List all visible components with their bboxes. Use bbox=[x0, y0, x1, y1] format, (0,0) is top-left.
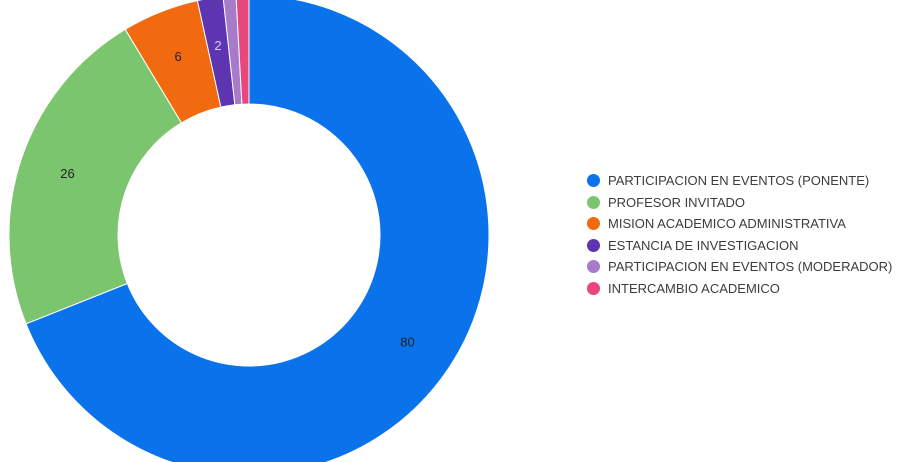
legend-item-participacion-en-eventos-ponente[interactable]: PARTICIPACION EN EVENTOS (PONENTE) bbox=[587, 170, 892, 192]
legend-item-mision-academico-administrativa[interactable]: MISION ACADEMICO ADMINISTRATIVA bbox=[587, 213, 892, 235]
slice-participacion-en-eventos-ponente[interactable] bbox=[25, 0, 490, 462]
legend-label: MISION ACADEMICO ADMINISTRATIVA bbox=[608, 216, 846, 232]
legend-item-profesor-invitado[interactable]: PROFESOR INVITADO bbox=[587, 192, 892, 214]
legend-label: PROFESOR INVITADO bbox=[608, 194, 745, 210]
legend-item-participacion-en-eventos-moderador[interactable]: PARTICIPACION EN EVENTOS (MODERADOR) bbox=[587, 256, 892, 278]
data-label-estancia-de-investigacion: 2 bbox=[214, 38, 221, 53]
legend-label: PARTICIPACION EN EVENTOS (MODERADOR) bbox=[608, 259, 893, 275]
legend-label: INTERCAMBIO ACADEMICO bbox=[608, 280, 780, 296]
legend: PARTICIPACION EN EVENTOS (PONENTE) PROFES… bbox=[587, 170, 892, 299]
slice-profesor-invitado[interactable] bbox=[8, 28, 183, 325]
legend-swatch bbox=[587, 281, 600, 295]
data-label-participacion-en-eventos-ponente: 80 bbox=[400, 334, 414, 349]
legend-swatch bbox=[587, 174, 600, 188]
legend-swatch bbox=[587, 238, 600, 252]
legend-swatch bbox=[587, 260, 600, 274]
data-label-mision-academico-administrativa: 6 bbox=[175, 49, 182, 64]
legend-item-estancia-de-investigacion[interactable]: ESTANCIA DE INVESTIGACION bbox=[587, 235, 892, 257]
legend-item-intercambio-academico[interactable]: INTERCAMBIO ACADEMICO bbox=[587, 278, 892, 300]
legend-label: ESTANCIA DE INVESTIGACION bbox=[608, 237, 799, 253]
legend-swatch bbox=[587, 217, 600, 231]
legend-label: PARTICIPACION EN EVENTOS (PONENTE) bbox=[608, 173, 870, 189]
legend-swatch bbox=[587, 195, 600, 209]
slice-intercambio-academico[interactable] bbox=[235, 0, 250, 105]
data-label-profesor-invitado: 26 bbox=[60, 166, 74, 181]
